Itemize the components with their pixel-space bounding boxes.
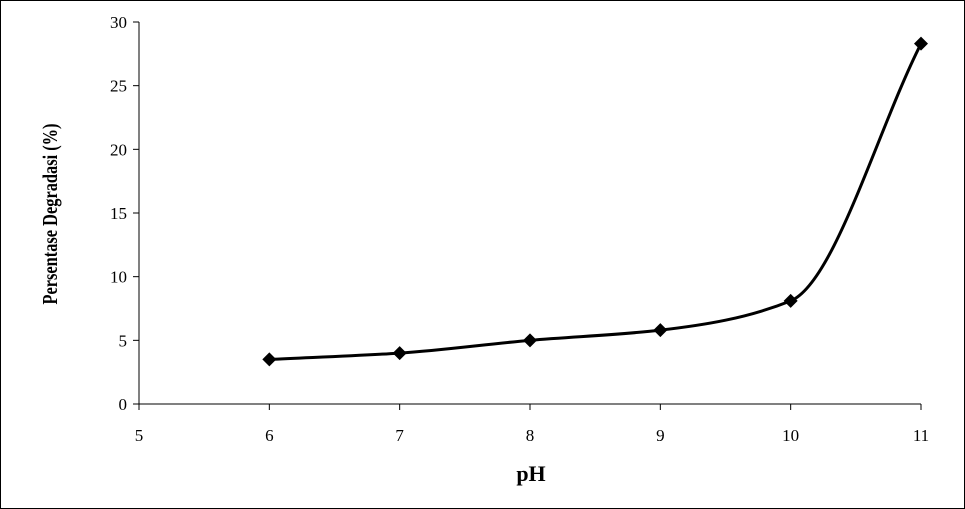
data-point-marker [392,346,407,361]
y-tick-label: 10 [110,268,127,287]
series-line [269,42,923,361]
data-point-marker [783,293,798,308]
x-tick-label: 6 [265,426,274,445]
data-point-marker [523,333,537,348]
x-tick-label: 5 [135,426,144,445]
y-tick-label: 20 [110,140,127,159]
x-axis-title: pH [516,461,545,486]
data-point-marker [653,323,668,338]
y-tick-label: 30 [110,13,127,32]
y-axis-title: Persentase Degradasi (%) [39,123,62,304]
series-layer [262,36,928,367]
y-tick-label: 5 [119,331,128,350]
x-tick-label: 8 [526,426,535,445]
x-tick-label: 10 [782,426,799,445]
y-tick-label: 25 [110,77,127,96]
x-tick-label: 9 [656,426,665,445]
y-tick-label: 15 [110,204,127,223]
x-tick-label: 11 [913,426,929,445]
y-tick-label: 0 [119,395,128,414]
data-point-marker [262,352,277,367]
data-point-marker [914,36,928,51]
x-tick-label: 7 [395,426,404,445]
x-axis-ticks: 5 6 7 8 9 10 11 [135,404,929,445]
y-axis-ticks: 0 5 10 15 20 25 30 [110,13,139,414]
